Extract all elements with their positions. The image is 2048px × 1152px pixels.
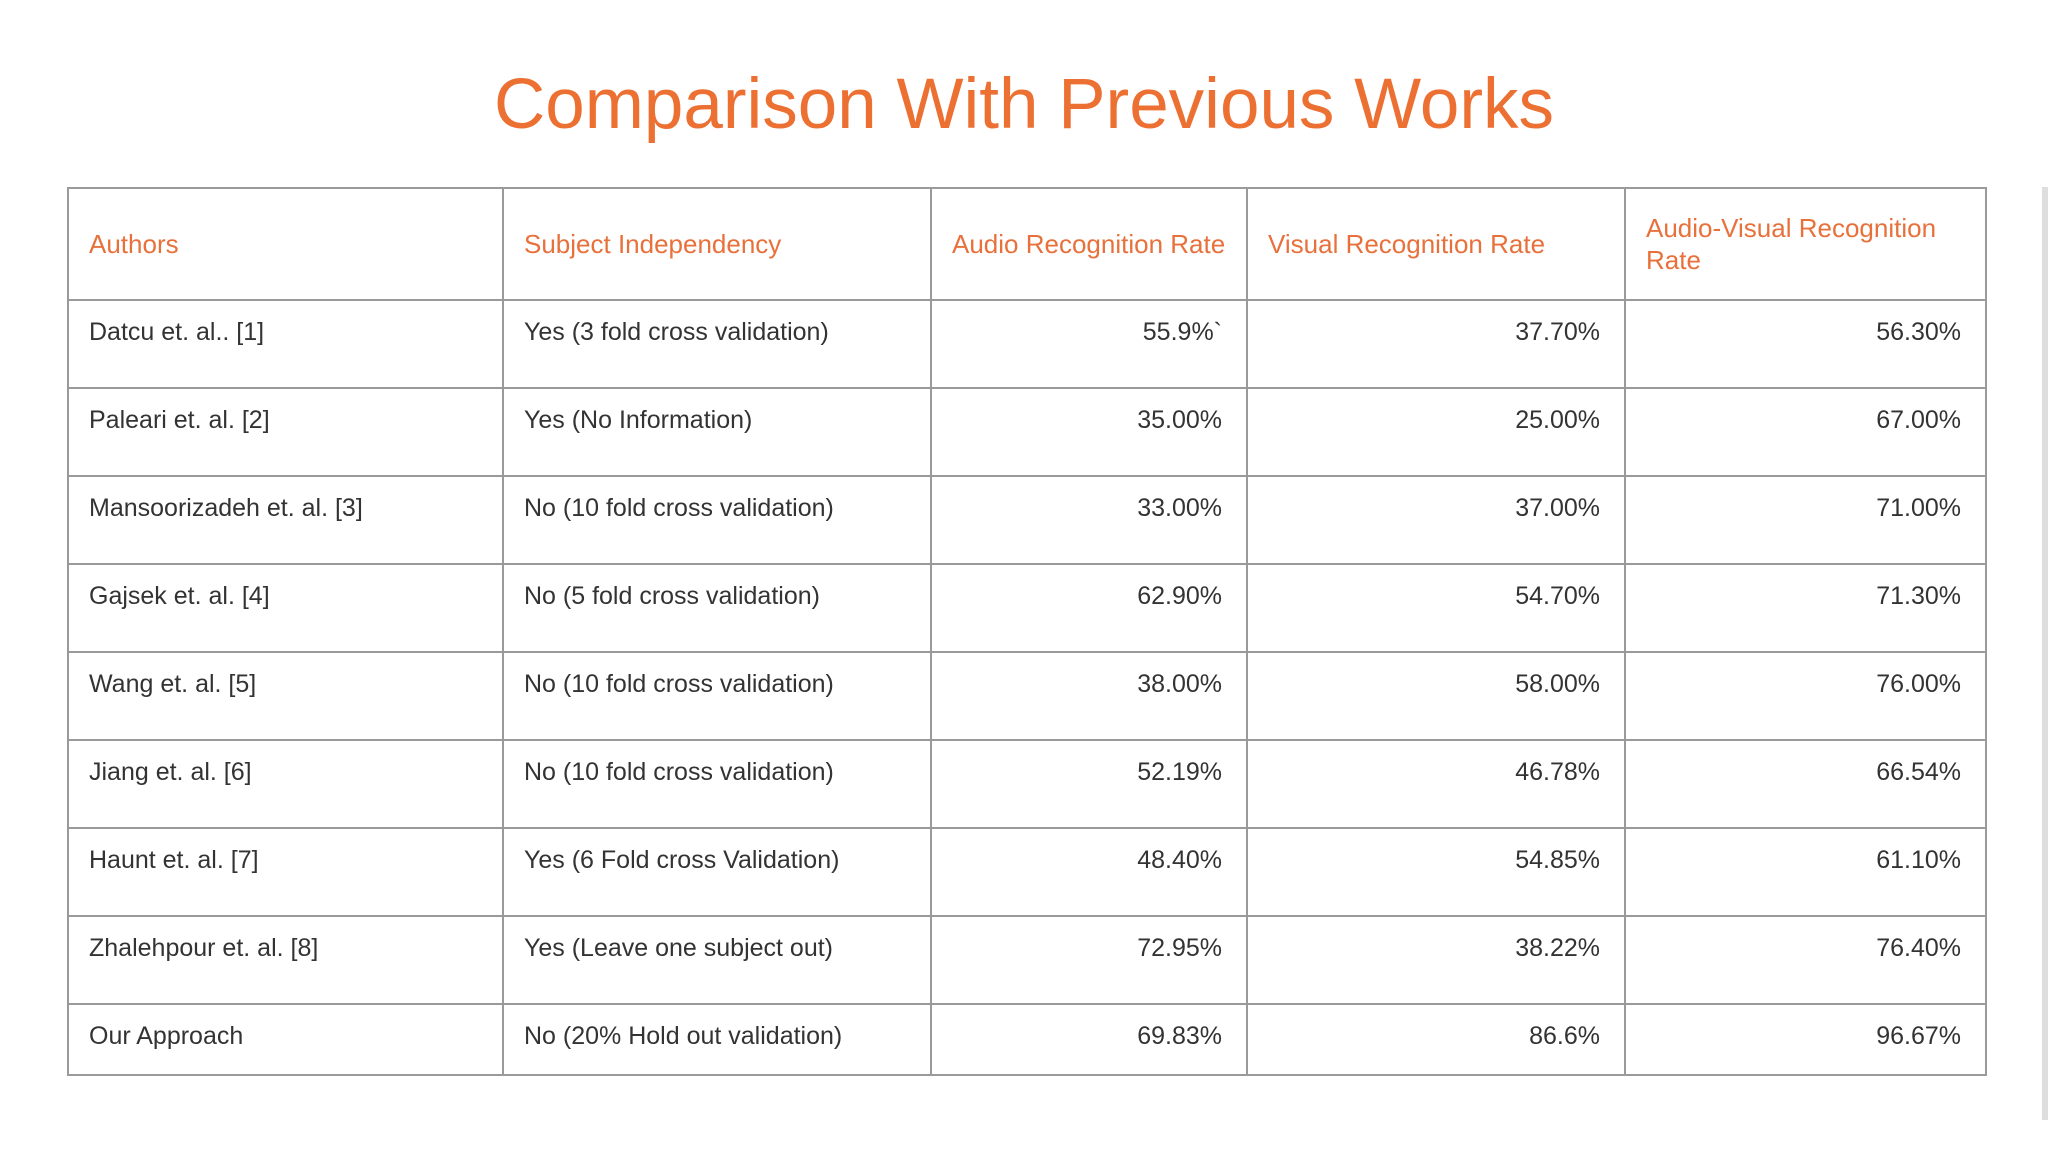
table-row: Mansoorizadeh et. al. [3] No (10 fold cr… — [67, 475, 1987, 565]
cell-audiovisual-rate: 96.67% — [1624, 1003, 1987, 1076]
cell-author: Paleari et. al. [2] — [67, 387, 504, 477]
cell-subject-independency: Yes (6 Fold cross Validation) — [502, 827, 932, 917]
cell-subject-independency: No (20% Hold out validation) — [502, 1003, 932, 1076]
cell-audio-rate: 48.40% — [930, 827, 1248, 917]
column-header-audio-rate: Audio Recognition Rate — [930, 187, 1248, 301]
column-header-subject-independency: Subject Independency — [502, 187, 932, 301]
cell-subject-independency: No (10 fold cross validation) — [502, 739, 932, 829]
table-row: Gajsek et. al. [4] No (5 fold cross vali… — [67, 563, 1987, 653]
cell-subject-independency: Yes (Leave one subject out) — [502, 915, 932, 1005]
page-title: Comparison With Previous Works — [493, 65, 1555, 144]
cell-audiovisual-rate: 61.10% — [1624, 827, 1987, 917]
table-row: Jiang et. al. [6] No (10 fold cross vali… — [67, 739, 1987, 829]
cell-audiovisual-rate: 71.30% — [1624, 563, 1987, 653]
cell-audio-rate: 69.83% — [930, 1003, 1248, 1076]
cell-audiovisual-rate: 56.30% — [1624, 299, 1987, 389]
table-row: Datcu et. al.. [1] Yes (3 fold cross val… — [67, 299, 1987, 389]
column-header-audiovisual-rate: Audio-Visual Recognition Rate — [1624, 187, 1987, 301]
column-header-authors: Authors — [67, 187, 504, 301]
cell-author: Wang et. al. [5] — [67, 651, 504, 741]
cell-audio-rate: 33.00% — [930, 475, 1248, 565]
cell-visual-rate: 58.00% — [1246, 651, 1626, 741]
cell-visual-rate: 54.70% — [1246, 563, 1626, 653]
cell-visual-rate: 86.6% — [1246, 1003, 1626, 1076]
comparison-table: Authors Subject Independency Audio Recog… — [67, 187, 1987, 1076]
cell-audiovisual-rate: 76.00% — [1624, 651, 1987, 741]
column-header-visual-rate: Visual Recognition Rate — [1246, 187, 1626, 301]
cell-author: Datcu et. al.. [1] — [67, 299, 504, 389]
cell-visual-rate: 25.00% — [1246, 387, 1626, 477]
cell-audio-rate: 52.19% — [930, 739, 1248, 829]
cell-audio-rate: 35.00% — [930, 387, 1248, 477]
table-header-row: Authors Subject Independency Audio Recog… — [67, 187, 1987, 301]
cell-audiovisual-rate: 76.40% — [1624, 915, 1987, 1005]
cell-audiovisual-rate: 71.00% — [1624, 475, 1987, 565]
cell-subject-independency: Yes (No Information) — [502, 387, 932, 477]
table-row: Zhalehpour et. al. [8] Yes (Leave one su… — [67, 915, 1987, 1005]
cell-audio-rate: 62.90% — [930, 563, 1248, 653]
cell-audiovisual-rate: 67.00% — [1624, 387, 1987, 477]
table-row: Haunt et. al. [7] Yes (6 Fold cross Vali… — [67, 827, 1987, 917]
cell-author: Haunt et. al. [7] — [67, 827, 504, 917]
cell-visual-rate: 38.22% — [1246, 915, 1626, 1005]
cell-subject-independency: No (5 fold cross validation) — [502, 563, 932, 653]
table-row: Wang et. al. [5] No (10 fold cross valid… — [67, 651, 1987, 741]
cell-audio-rate: 55.9%` — [930, 299, 1248, 389]
cell-audiovisual-rate: 66.54% — [1624, 739, 1987, 829]
table-row-our-approach: Our Approach No (20% Hold out validation… — [67, 1003, 1987, 1076]
table-row: Paleari et. al. [2] Yes (No Information)… — [67, 387, 1987, 477]
cell-author: Mansoorizadeh et. al. [3] — [67, 475, 504, 565]
cell-visual-rate: 37.00% — [1246, 475, 1626, 565]
cell-subject-independency: No (10 fold cross validation) — [502, 651, 932, 741]
cell-author: Jiang et. al. [6] — [67, 739, 504, 829]
cell-audio-rate: 38.00% — [930, 651, 1248, 741]
cell-audio-rate: 72.95% — [930, 915, 1248, 1005]
right-edge-strip — [2042, 187, 2048, 1120]
cell-subject-independency: Yes (3 fold cross validation) — [502, 299, 932, 389]
cell-author: Our Approach — [67, 1003, 504, 1076]
cell-visual-rate: 54.85% — [1246, 827, 1626, 917]
cell-subject-independency: No (10 fold cross validation) — [502, 475, 932, 565]
cell-author: Gajsek et. al. [4] — [67, 563, 504, 653]
cell-author: Zhalehpour et. al. [8] — [67, 915, 504, 1005]
cell-visual-rate: 46.78% — [1246, 739, 1626, 829]
cell-visual-rate: 37.70% — [1246, 299, 1626, 389]
